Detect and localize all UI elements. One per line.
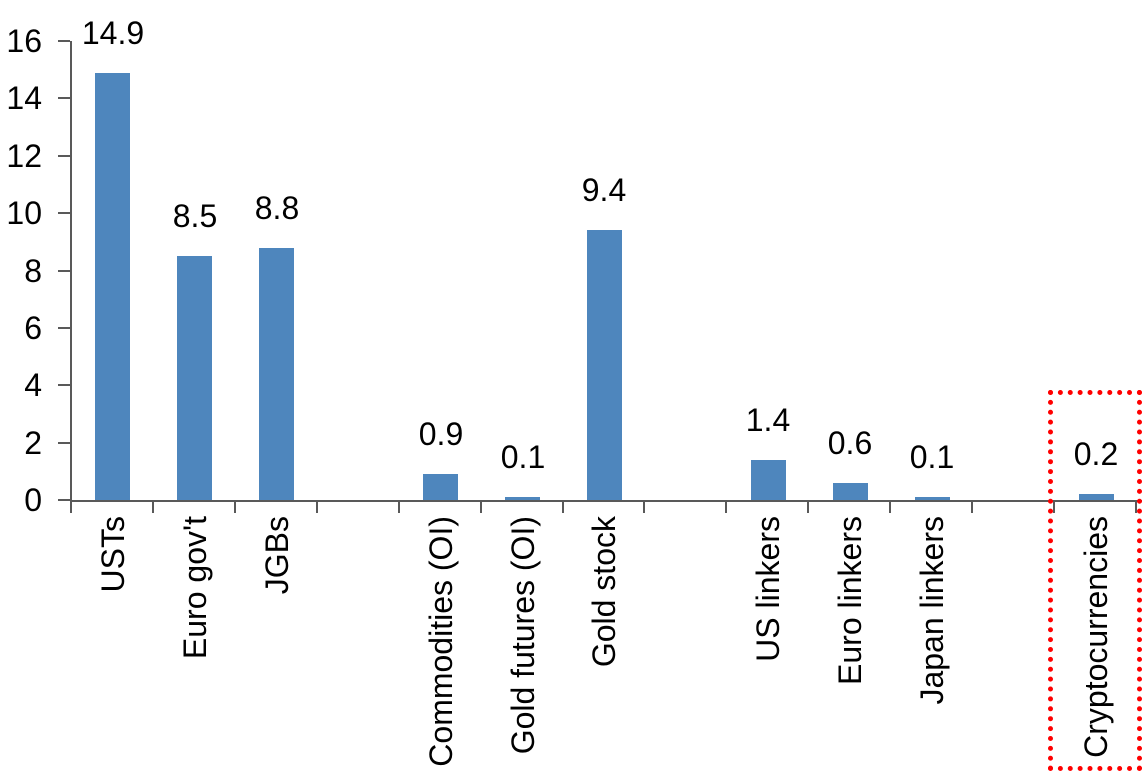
x-tick: [234, 500, 236, 513]
y-tick-label: 0: [24, 482, 42, 518]
bar-value-label-euro-linkers: 0.6: [827, 425, 873, 461]
bar-usts: [95, 73, 130, 500]
x-tick: [316, 500, 318, 513]
category-label-euro-linkers: Euro linkers: [832, 516, 868, 685]
y-tick: [58, 40, 70, 42]
x-tick: [971, 500, 973, 513]
category-label-usts: USTs: [95, 516, 131, 593]
y-tick-label: 2: [24, 425, 42, 461]
bar-value-label-japan-linkers: 0.1: [909, 439, 955, 475]
highlight-box-cryptocurrencies: [1048, 390, 1142, 771]
x-tick: [562, 500, 564, 513]
y-tick: [58, 212, 70, 214]
bar-commodities-oi: [423, 474, 458, 500]
x-tick: [725, 500, 727, 513]
bar-value-label-usts: 14.9: [81, 15, 145, 51]
bar-value-label-gold-futures-oi: 0.1: [500, 439, 546, 475]
y-axis-line: [70, 41, 72, 502]
bar-value-label-euro-gov-t: 8.5: [172, 198, 218, 234]
bar-value-label-jgbs: 8.8: [254, 190, 300, 226]
x-axis-line: [70, 500, 1142, 502]
y-tick-label: 16: [6, 23, 42, 59]
x-tick: [1053, 500, 1055, 513]
y-tick: [58, 97, 70, 99]
x-tick: [643, 500, 645, 513]
bar-gold-futures-oi: [505, 497, 540, 500]
y-tick: [58, 155, 70, 157]
x-tick: [70, 500, 72, 513]
category-label-euro-gov-t: Euro gov't: [177, 516, 213, 660]
bar-us-linkers: [751, 460, 786, 500]
y-tick: [58, 384, 70, 386]
bar-cryptocurrencies: [1079, 494, 1114, 500]
y-tick-label: 8: [24, 253, 42, 289]
y-tick-label: 10: [6, 195, 42, 231]
category-label-gold-futures-oi: Gold futures (OI): [505, 516, 541, 755]
category-label-gold-stock: Gold stock: [586, 516, 622, 668]
category-label-japan-linkers: Japan linkers: [914, 516, 950, 705]
bar-value-label-cryptocurrencies: 0.2: [1073, 436, 1119, 472]
y-tick: [58, 442, 70, 444]
bar-value-label-commodities-oi: 0.9: [418, 416, 464, 452]
y-tick-label: 4: [24, 367, 42, 403]
y-tick: [58, 270, 70, 272]
bar-jgbs: [259, 248, 294, 500]
bar-euro-linkers: [833, 483, 868, 500]
x-tick: [398, 500, 400, 513]
y-tick: [58, 327, 70, 329]
y-tick-label: 14: [6, 80, 42, 116]
x-tick: [480, 500, 482, 513]
x-tick: [889, 500, 891, 513]
x-tick: [152, 500, 154, 513]
bar-value-label-gold-stock: 9.4: [581, 172, 627, 208]
y-tick-label: 6: [24, 310, 42, 346]
y-tick-label: 12: [6, 138, 42, 174]
x-tick: [1135, 500, 1137, 513]
x-tick: [807, 500, 809, 513]
category-label-jgbs: JGBs: [259, 516, 295, 595]
category-label-us-linkers: US linkers: [750, 516, 786, 662]
bar-japan-linkers: [915, 497, 950, 500]
bar-value-label-us-linkers: 1.4: [745, 402, 791, 438]
category-label-commodities-oi: Commodities (OI): [423, 516, 459, 767]
y-tick: [58, 499, 70, 501]
bar-gold-stock: [587, 230, 622, 500]
bar-euro-gov-t: [177, 256, 212, 500]
